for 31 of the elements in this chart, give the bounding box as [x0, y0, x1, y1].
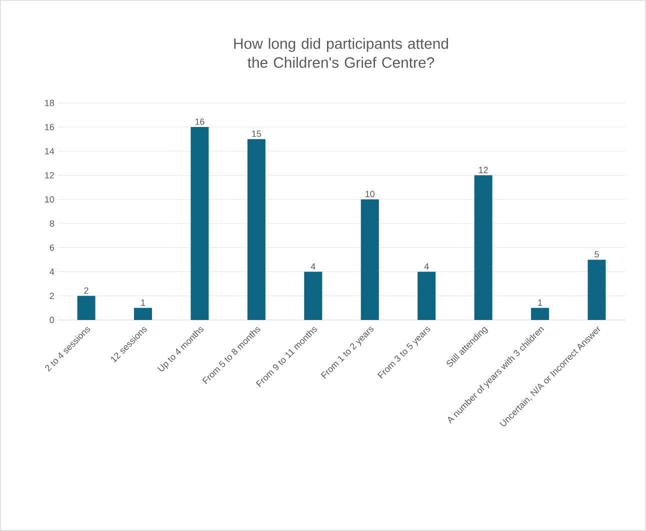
bar	[418, 272, 436, 320]
bar	[360, 199, 379, 320]
data-label: 1	[538, 300, 542, 306]
bar	[304, 272, 322, 320]
y-tick-label: 14	[45, 148, 54, 154]
data-label: 10	[366, 190, 375, 198]
y-tick-label: 0	[50, 316, 54, 324]
bar	[474, 175, 492, 320]
y-tick-label: 6	[50, 244, 54, 251]
chart-title: How long did participants attend the Children's Grief Centre?	[234, 38, 448, 68]
y-tick-label: 2	[50, 292, 54, 300]
data-label: 5	[594, 251, 599, 258]
data-label: 4	[310, 263, 316, 270]
bar	[588, 260, 606, 320]
data-label: 15	[252, 130, 262, 137]
y-tick-label: 18	[45, 100, 54, 106]
bar	[531, 308, 550, 320]
bar	[190, 127, 209, 320]
y-tick-label: 16	[45, 124, 54, 130]
data-label: 1	[141, 300, 146, 306]
y-tick-label: 10	[45, 196, 54, 203]
bar	[77, 296, 96, 320]
y-tick-label: 8	[50, 220, 54, 227]
data-label: 2	[84, 287, 88, 294]
y-tick-label: 4	[50, 268, 54, 275]
data-label: 12	[479, 166, 488, 174]
y-tick-label: 12	[45, 172, 54, 178]
bar	[247, 139, 266, 320]
data-label: 4	[424, 263, 429, 270]
bar	[134, 308, 152, 320]
data-label: 16	[195, 118, 204, 125]
